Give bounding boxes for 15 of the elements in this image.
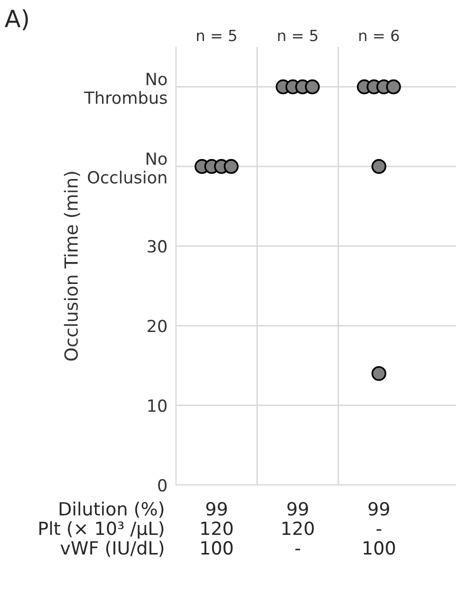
y-tick-label: No Thrombus [84, 72, 167, 104]
y-tick-label: 10 [148, 399, 167, 412]
text: n = 6 [359, 30, 399, 42]
text: n = 5 [278, 30, 318, 42]
y-tick-label: 30 [148, 240, 167, 253]
x-tick-label: 99 120 100 [201, 502, 233, 555]
x-tick-label: 99 120 - [282, 502, 314, 550]
y-tick-label: No Occlusion [88, 152, 167, 184]
y-tick-label: 20 [148, 320, 167, 332]
text: Dilution (%) Plt (× 10³ /µL) vWF (IU/dL) [39, 502, 164, 557]
y-tick-label: 0 [158, 478, 167, 492]
x-tick-label: 99 - 100 [364, 502, 395, 555]
y-axis-title: Occlusion Time (min) [64, 172, 80, 361]
text: n = 5 [197, 30, 236, 42]
chart-title: A) [4, 9, 28, 30]
